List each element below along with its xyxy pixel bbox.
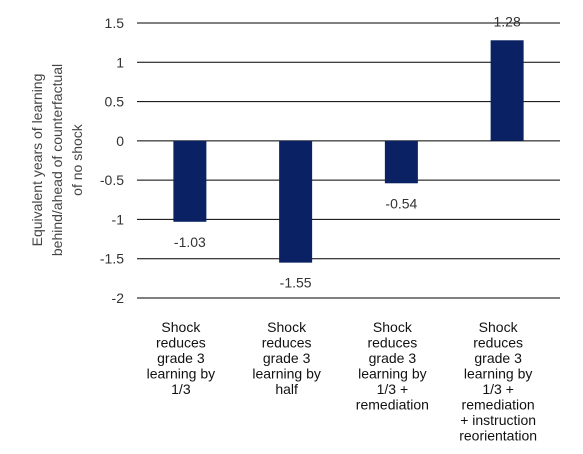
data-label: -1.55 (280, 275, 312, 291)
gridlines (137, 22, 560, 299)
category-label: Shock reduces grade 3 learning by 1/3 + remed… (356, 319, 429, 413)
data-label: 1.28 (494, 13, 521, 29)
category-label: Shock reduces grade 3 learning by half (252, 319, 321, 397)
bar (173, 140, 207, 222)
category-label: Shock reduces grade 3 learning by 1/3 (147, 319, 216, 397)
bar (384, 140, 418, 184)
category-label: Shock reduces grade 3 learning by 1/3 + remed… (459, 319, 537, 444)
y-tick-label: -1.5 (100, 251, 124, 267)
y-axis-title: Equivalent years of learning behind/ahead… (29, 64, 85, 256)
y-tick-label: 0 (116, 133, 124, 149)
y-axis-label: behind/ahead of counterfactual (49, 64, 65, 256)
y-tick-label: -2 (112, 290, 125, 306)
y-tick-label: 1.5 (105, 15, 125, 31)
y-tick-label: 1 (116, 54, 124, 70)
data-labels: -1.03 -1.55 -0.54 1.28 (174, 13, 521, 290)
y-tick-label: 0.5 (105, 94, 125, 110)
data-label: -0.54 (385, 195, 417, 211)
category-labels: Shock reduces grade 3 learning by 1/3 Shock re… (147, 319, 537, 444)
y-tick-label: -0.5 (100, 172, 124, 188)
bars (173, 40, 524, 263)
data-label: -1.03 (174, 234, 206, 250)
y-axis-ticks: 1.5 1 0.5 0 -0.5 -1 -1.5 -2 (100, 15, 124, 306)
y-axis-label: Equivalent years of learning (29, 74, 45, 247)
bar (490, 40, 524, 141)
bar (279, 140, 313, 263)
y-axis-label: of no shock (69, 123, 85, 196)
y-tick-label: -1 (112, 211, 125, 227)
